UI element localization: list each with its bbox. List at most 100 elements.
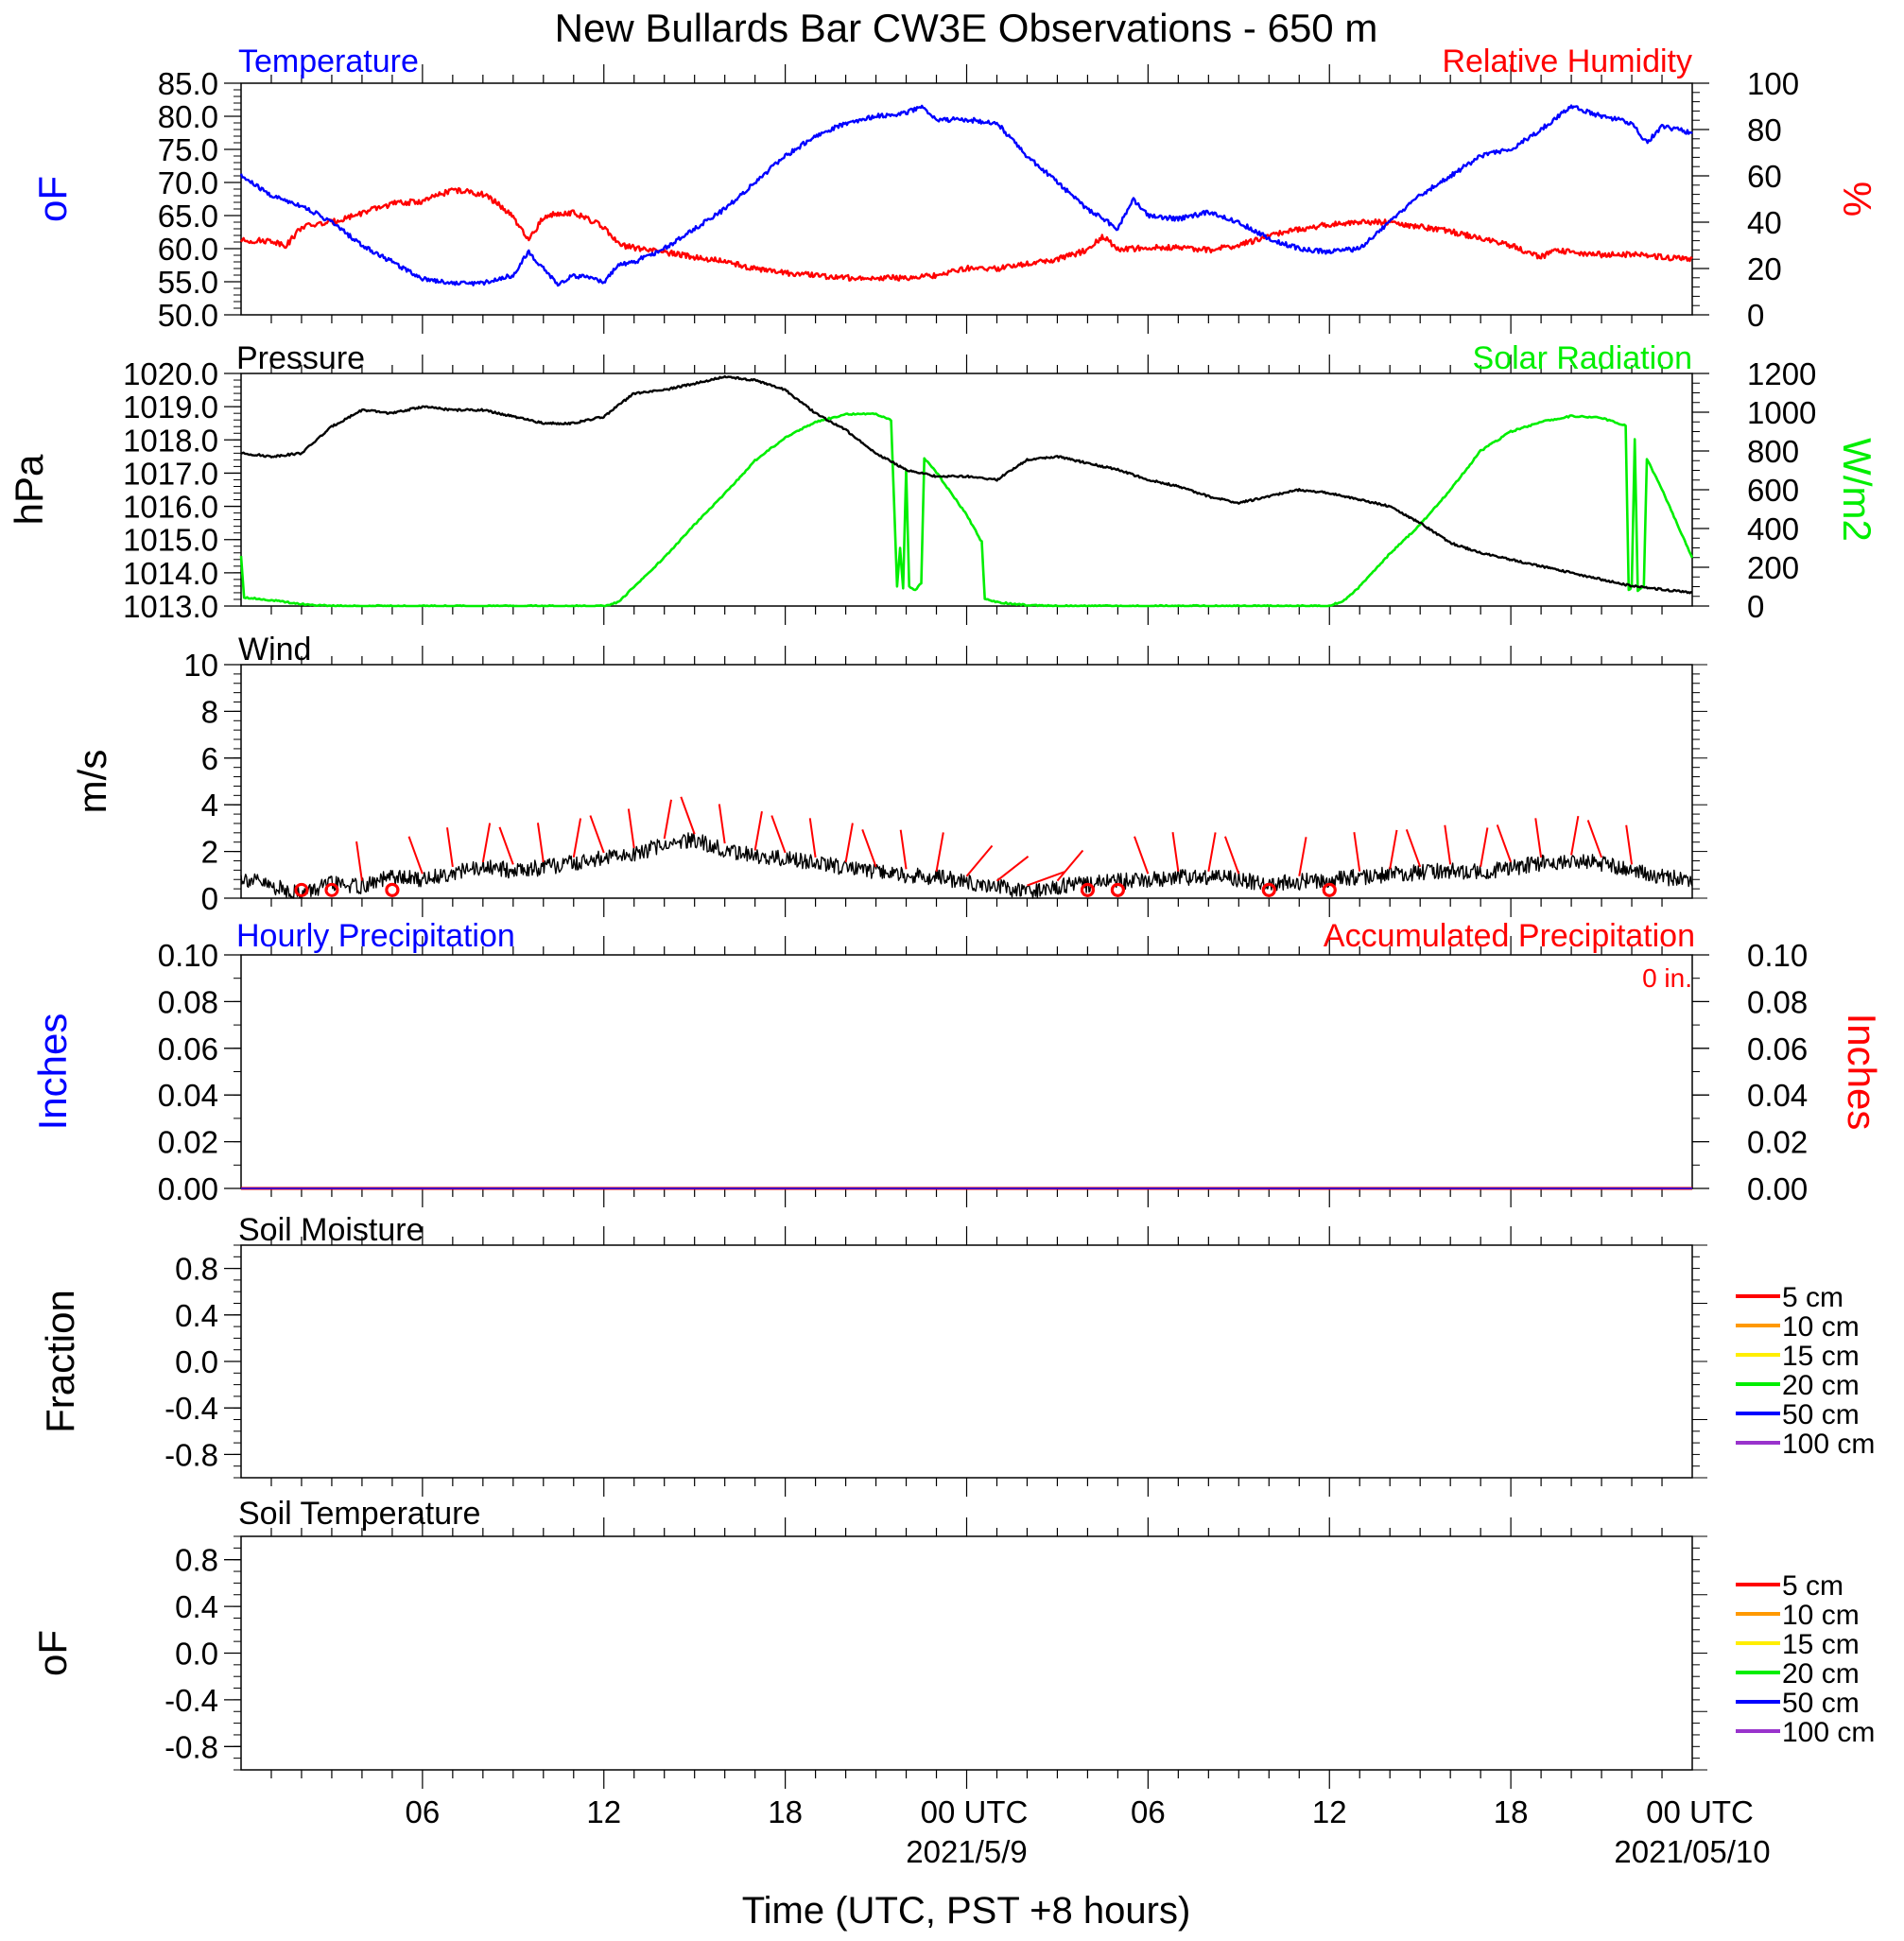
wind-barb (1224, 836, 1240, 875)
chart-title: New Bullards Bar CW3E Observations - 650… (555, 6, 1378, 50)
wind-barb (995, 856, 1030, 882)
panel-temperature-humidity: 85.080.075.070.065.060.055.050.0 100 80 60 4… (30, 43, 1879, 334)
wind-barb (572, 818, 582, 858)
soil_temp-legend-label: 10 cm (1782, 1600, 1860, 1631)
temp_rh-ytick-right-label: 100 (1747, 66, 1799, 101)
x-tick-label: 12 (586, 1794, 621, 1829)
wind-barb (1027, 871, 1065, 887)
soil_moisture-unit: Fraction (38, 1290, 82, 1433)
temp_rh-ytick-label: 65.0 (158, 199, 218, 234)
precip-ytick-right-label: 0.04 (1747, 1078, 1808, 1113)
accumulated-precip-label: Accumulated Precipitation (1324, 918, 1695, 954)
soil_temp-unit: oF (30, 1630, 75, 1676)
pressure_solar-ytick-right-label: 200 (1747, 550, 1799, 585)
precip-ytick-label: 0.06 (158, 1031, 218, 1066)
pressure_solar-ytick-right-label: 600 (1747, 473, 1799, 508)
wind-barb (663, 799, 672, 840)
soil_temp-ytick-label: 0.4 (175, 1589, 218, 1624)
wind-barb (627, 808, 635, 849)
temp_rh-ytick-label: 80.0 (158, 99, 218, 134)
wind-barb (1134, 836, 1150, 875)
panel-pressure-solar: 1020.01019.01018.01017.01016.01015.01014… (7, 340, 1879, 625)
temp_rh-ytick-right-label: 80 (1747, 113, 1782, 147)
wind-barb (407, 836, 424, 875)
soil_temp-legend-label: 100 cm (1782, 1717, 1875, 1748)
solar-unit: W/m2 (1835, 438, 1879, 542)
pressure_solar-ytick-label: 1013.0 (123, 589, 218, 624)
wind-barb (1207, 832, 1217, 872)
wind-unit: m/s (70, 750, 114, 814)
wind-barb (899, 829, 908, 870)
wind-barb (808, 818, 817, 858)
wind-calm-marker (324, 882, 339, 897)
wind-barb (844, 823, 854, 863)
precip-ytick-label: 0.02 (158, 1125, 218, 1160)
x-tick-label: 18 (768, 1794, 803, 1829)
x-axis-label: Time (UTC, PST +8 hours) (742, 1890, 1191, 1932)
wind-ytick-label: 8 (201, 694, 218, 729)
soil_moisture-label: Soil Moisture (238, 1212, 424, 1248)
soil_moisture-legend-label: 5 cm (1782, 1282, 1843, 1313)
wind-ytick-label: 0 (201, 881, 218, 916)
panel-wind: 10 8 6 4 2 0 Wind m/s (70, 632, 1707, 917)
wind-calm-marker (385, 882, 400, 897)
x-tick-label: 18 (1494, 1794, 1529, 1829)
soil_moisture-legend-label: 100 cm (1782, 1429, 1875, 1460)
x-tick-label: 06 (1131, 1794, 1166, 1829)
soil_temp-ytick-label: -0.4 (164, 1683, 218, 1718)
wind-barb (965, 844, 994, 877)
precip-ytick-label: 0.10 (158, 938, 218, 973)
wind-calm-marker (1261, 882, 1276, 897)
wind-speed-line (240, 831, 1693, 899)
solar-radiation-label: Solar Radiation (1473, 340, 1692, 376)
soil_moisture-legend-label: 10 cm (1782, 1311, 1860, 1343)
temp_rh-ytick-label: 60.0 (158, 232, 218, 267)
wind-calm-marker (1322, 882, 1337, 897)
pressure_solar-ytick-right-label: 1000 (1747, 395, 1816, 430)
wind-calm-marker (294, 882, 309, 897)
x-tick-label: 12 (1312, 1794, 1347, 1829)
wind-ytick-label: 2 (201, 835, 218, 870)
pressure_solar-ytick-right-label: 400 (1747, 511, 1799, 546)
wind-barb (1570, 815, 1580, 856)
accumulated-precip-unit: Inches (1840, 1014, 1884, 1131)
x-date-label: 2021/5/9 (906, 1834, 1027, 1869)
precip-ytick-label: 0.00 (158, 1171, 218, 1206)
humidity-line (239, 186, 1693, 282)
temp_rh-ytick-label: 55.0 (158, 265, 218, 300)
wind-barb (1625, 824, 1634, 865)
soil_moisture-ytick-label: 0.4 (175, 1298, 218, 1333)
wind-barb (1353, 832, 1361, 872)
wind-barb (1444, 824, 1452, 865)
humidity-label: Relative Humidity (1442, 43, 1692, 79)
temp_rh-ytick-label: 70.0 (158, 165, 218, 200)
pressure_solar-ytick-label: 1017.0 (123, 456, 218, 491)
x-tick-label: 00 UTC (921, 1794, 1029, 1829)
soil_moisture-ytick-label: -0.4 (164, 1391, 218, 1426)
soil_temp-label: Soil Temperature (238, 1496, 480, 1532)
precip-ytick-label: 0.08 (158, 984, 218, 1019)
pressure-line (240, 374, 1693, 595)
soil_moisture-ytick-label: -0.8 (164, 1437, 218, 1472)
temperature-line (239, 104, 1693, 287)
pressure_solar-ytick-label: 1014.0 (123, 556, 218, 591)
accumulated-precip-total: 0 in. (1642, 963, 1692, 993)
panel-soil-moisture: 0.8 0.4 0.0 -0.4 -0.8 Soil Moisture Fraction 5 … (38, 1212, 1875, 1497)
wind-barb (589, 815, 605, 854)
pressure_solar-ytick-label: 1018.0 (123, 423, 218, 458)
soil_moisture-frame (240, 1244, 1693, 1479)
wind-barb (1480, 827, 1489, 868)
soil_temp-frame (240, 1535, 1693, 1771)
temp_rh-ytick-right-label: 20 (1747, 251, 1782, 286)
soil_temp-legend-label: 20 cm (1782, 1658, 1860, 1690)
wind-barb (1496, 824, 1513, 863)
wind-ytick-label: 6 (201, 741, 218, 776)
pressure_solar-ytick-label: 1016.0 (123, 490, 218, 525)
soil_moisture-ytick-label: 0.0 (175, 1344, 218, 1379)
temperature-label: Temperature (238, 43, 419, 79)
wind-frame (240, 664, 1693, 899)
soil_moisture-legend-label: 15 cm (1782, 1341, 1860, 1372)
panel-precipitation: 0.10 0.08 0.06 0.04 0.02 0.00 0.10 0.08 0.06 0.04… (30, 918, 1884, 1207)
